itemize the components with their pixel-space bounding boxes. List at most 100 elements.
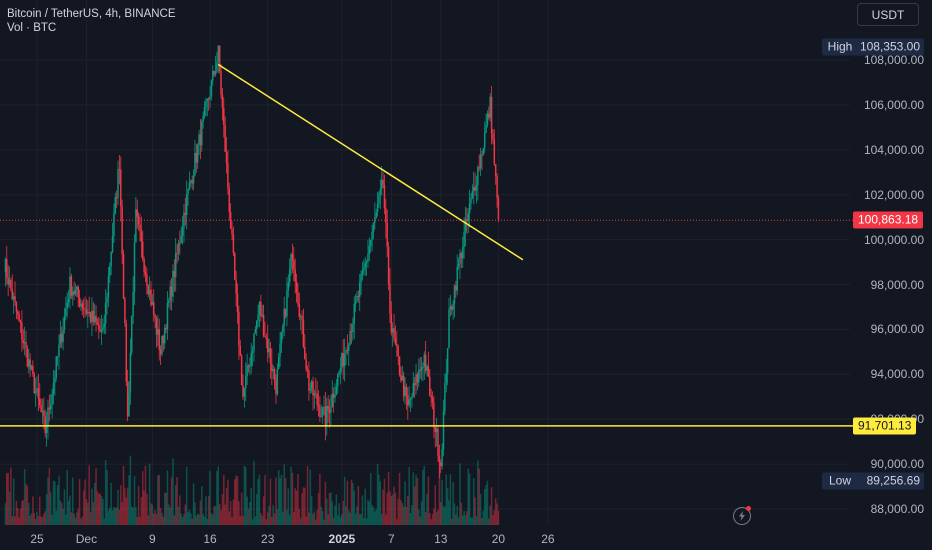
volume-bar: [37, 516, 40, 525]
volume-bar: [238, 501, 240, 525]
candle-body: [402, 375, 405, 397]
candle-body: [224, 124, 226, 153]
candle-body: [389, 283, 391, 314]
volume-bar: [379, 481, 382, 525]
volume-bar: [190, 513, 192, 525]
candle-body: [438, 456, 441, 463]
candle-body: [168, 300, 170, 303]
volume-bar: [95, 468, 97, 525]
volume-bar: [343, 476, 346, 525]
volume-bar: [288, 514, 291, 525]
volume-bar: [317, 493, 320, 525]
candle-body: [453, 285, 456, 304]
volume-bar: [369, 473, 372, 525]
candle-body: [423, 354, 426, 367]
candle-body: [194, 152, 196, 176]
candle-body: [459, 253, 461, 264]
candle-body: [315, 393, 317, 395]
notification-dot: [746, 506, 751, 511]
volume-bar: [474, 497, 476, 525]
volume-bar: [338, 503, 340, 525]
candle-body: [379, 188, 382, 195]
lightning-icon[interactable]: [733, 507, 751, 525]
candle-body: [40, 405, 42, 413]
candle-body: [334, 394, 336, 398]
volume-bar: [257, 479, 259, 525]
volume-bar: [407, 495, 409, 525]
candle-body: [446, 348, 449, 374]
candle-body: [271, 363, 273, 372]
candle-body: [140, 231, 143, 242]
volume-bar: [393, 486, 395, 525]
time-tick-label: Dec: [75, 532, 98, 546]
candle-body: [162, 335, 165, 344]
candle-body: [280, 332, 283, 344]
candle-body: [305, 359, 307, 370]
volume-bar: [261, 515, 263, 525]
volume-bar: [383, 478, 386, 525]
trend-line[interactable]: [217, 63, 524, 261]
volume-bar: [375, 509, 377, 525]
candle-body: [227, 163, 229, 189]
volume-bar: [28, 502, 30, 525]
volume-label[interactable]: Vol · BTC: [7, 22, 57, 34]
volume-bar: [59, 500, 62, 525]
candle-body: [408, 399, 410, 406]
volume-bar: [493, 510, 496, 525]
candle-body: [192, 175, 195, 184]
candle-body: [107, 276, 110, 298]
volume-bar: [358, 513, 361, 525]
volume-bar: [485, 484, 487, 525]
volume-bar: [234, 479, 236, 525]
volume-bar: [260, 512, 262, 525]
candle-body: [89, 312, 92, 323]
candle-body: [291, 254, 294, 261]
symbol-title[interactable]: Bitcoin / TetherUS, 4h, BINANCE: [7, 8, 176, 20]
volume-bar: [70, 512, 73, 525]
candle-body: [44, 416, 46, 434]
volume-bar: [206, 518, 209, 525]
volume-bar: [293, 511, 295, 525]
candle-body: [387, 246, 390, 284]
currency-button[interactable]: USDT: [857, 3, 919, 26]
volume-bar: [54, 481, 56, 525]
candle-body: [115, 197, 118, 199]
volume-bar: [85, 499, 88, 525]
volume-bar: [374, 511, 376, 525]
volume-bar: [6, 473, 8, 525]
volume-bar: [364, 488, 366, 525]
volume-bar: [391, 494, 394, 525]
volume-bar: [231, 517, 233, 525]
volume-bar: [115, 507, 118, 525]
volume-bar: [327, 514, 329, 525]
volume-bar: [113, 507, 115, 525]
candle-body: [229, 212, 232, 229]
candle-body: [435, 428, 438, 433]
volume-bar: [456, 505, 458, 525]
candle-body: [262, 314, 265, 337]
volume-bar: [479, 493, 482, 525]
volume-bar: [136, 517, 139, 525]
volume-bar: [179, 495, 181, 525]
candle-body: [174, 253, 177, 278]
volume-bar: [430, 519, 432, 525]
candle-body: [47, 407, 49, 426]
candle-body: [110, 252, 112, 267]
volume-bar: [449, 474, 452, 525]
candle-body: [55, 356, 57, 378]
candle-body: [242, 385, 244, 397]
price-tick-label: 102,000.00: [863, 187, 924, 202]
candle-body: [65, 308, 67, 316]
candle-body: [100, 330, 103, 332]
candle-body: [67, 298, 70, 303]
candle-body: [416, 374, 419, 383]
candle-body: [409, 398, 412, 400]
candle-body: [466, 219, 468, 221]
price-tick-label: 104,000.00: [863, 142, 924, 157]
volume-bar: [468, 473, 471, 525]
candle-body: [190, 180, 192, 183]
volume-bar: [345, 506, 347, 525]
candle-body: [152, 302, 155, 315]
volume-bar: [316, 509, 318, 525]
